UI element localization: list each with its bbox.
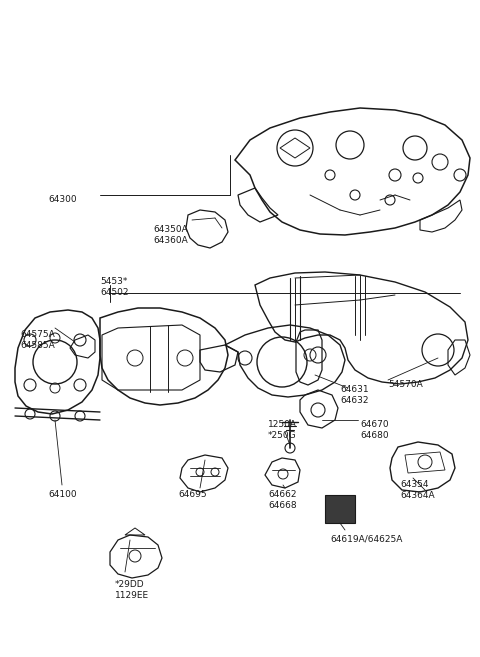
Text: 64670
64680: 64670 64680	[360, 420, 389, 440]
Text: 64631
64632: 64631 64632	[340, 385, 369, 405]
Text: 64695: 64695	[178, 490, 206, 499]
Text: *29DD
1129EE: *29DD 1129EE	[115, 580, 149, 600]
Bar	[325, 495, 355, 523]
Text: 64100: 64100	[48, 490, 77, 499]
Text: 54570A: 54570A	[388, 380, 423, 389]
Text: 5453*
64502: 5453* 64502	[100, 277, 129, 297]
Text: 1250A
*250G: 1250A *250G	[268, 420, 297, 440]
Text: 64350A
64360A: 64350A 64360A	[153, 225, 188, 245]
Text: 64575A
64585A: 64575A 64585A	[20, 330, 55, 350]
Text: 64300: 64300	[48, 195, 77, 204]
Text: 64662
64668: 64662 64668	[268, 490, 297, 510]
Text: 64619A/64625A: 64619A/64625A	[330, 535, 402, 544]
Text: 64354
64364A: 64354 64364A	[400, 480, 434, 500]
